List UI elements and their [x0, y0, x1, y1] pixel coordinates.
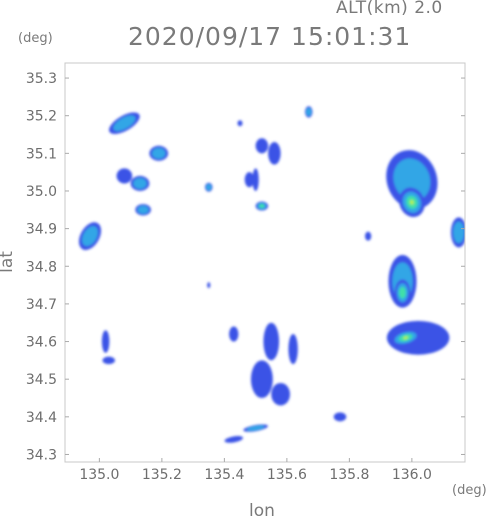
y-unit-label: (deg) — [18, 31, 53, 46]
x-tick-label: 135.6 — [267, 467, 307, 483]
echo-cell — [288, 334, 298, 365]
echo-cell — [130, 175, 150, 191]
x-unit-label: (deg) — [452, 483, 487, 498]
y-axis: 34.3 34.4 34.5 34.6 34.7 34.8 34.9 35.0 35.1 35.2… — [26, 71, 465, 463]
echo-cells — [78, 106, 465, 443]
x-tick-label: 135.8 — [329, 467, 369, 483]
x-tick-label: 136.0 — [392, 467, 432, 483]
x-tick-label: 135.4 — [204, 467, 244, 483]
echo-cell — [450, 217, 465, 248]
echo-cell — [101, 330, 110, 353]
y-tick-label: 35.1 — [26, 146, 57, 162]
echo-cell — [263, 322, 280, 361]
echo-cell — [224, 436, 243, 443]
chart-title: 2020/09/17 15:01:31 — [128, 22, 412, 51]
echo-cell — [78, 222, 102, 251]
echo-cell — [271, 382, 290, 406]
echo-cell — [386, 150, 438, 210]
y-tick-label: 35.0 — [26, 184, 57, 200]
echo-cell — [243, 424, 268, 432]
echo-cell — [305, 106, 313, 118]
echo-cell — [250, 360, 273, 399]
y-tick-label: 34.7 — [26, 297, 57, 313]
echo-cell — [399, 187, 425, 218]
echo-cell — [109, 112, 140, 135]
y-tick-label: 34.9 — [26, 222, 57, 238]
echo-cell — [365, 231, 372, 241]
x-tick-label: 135.0 — [79, 467, 119, 483]
y-tick-label: 35.3 — [26, 71, 57, 87]
y-tick-label: 34.5 — [26, 372, 57, 388]
echo-cell — [268, 142, 281, 165]
echo-cell — [237, 120, 243, 127]
y-tick-label: 34.3 — [26, 447, 57, 463]
echo-cell — [135, 204, 151, 216]
echo-cell — [255, 201, 269, 211]
echo-cell — [102, 356, 115, 365]
echo-cell — [149, 145, 169, 161]
y-tick-label: 35.2 — [26, 109, 57, 125]
echo-cell — [205, 182, 213, 192]
x-tick-label: 135.2 — [142, 467, 182, 483]
echo-cell — [207, 282, 211, 289]
echo-cell — [255, 138, 269, 154]
echo-cell — [229, 326, 239, 342]
echo-cell — [116, 168, 133, 184]
y-tick-label: 34.6 — [26, 335, 57, 351]
echo-cell — [394, 279, 411, 306]
y-tick-label: 34.8 — [26, 259, 57, 275]
x-axis-label: lon — [249, 501, 275, 521]
echo-cell — [390, 329, 421, 347]
echo-cell — [252, 168, 259, 191]
y-tick-label: 34.4 — [26, 410, 57, 426]
altitude-label: ALT(km) 2.0 — [336, 0, 443, 18]
x-axis: 135.0 135.2 135.4 135.6 135.8 136.0 — [79, 458, 432, 483]
echo-cell — [333, 412, 347, 422]
plot-frame — [64, 62, 466, 463]
echo-cell — [244, 172, 255, 188]
